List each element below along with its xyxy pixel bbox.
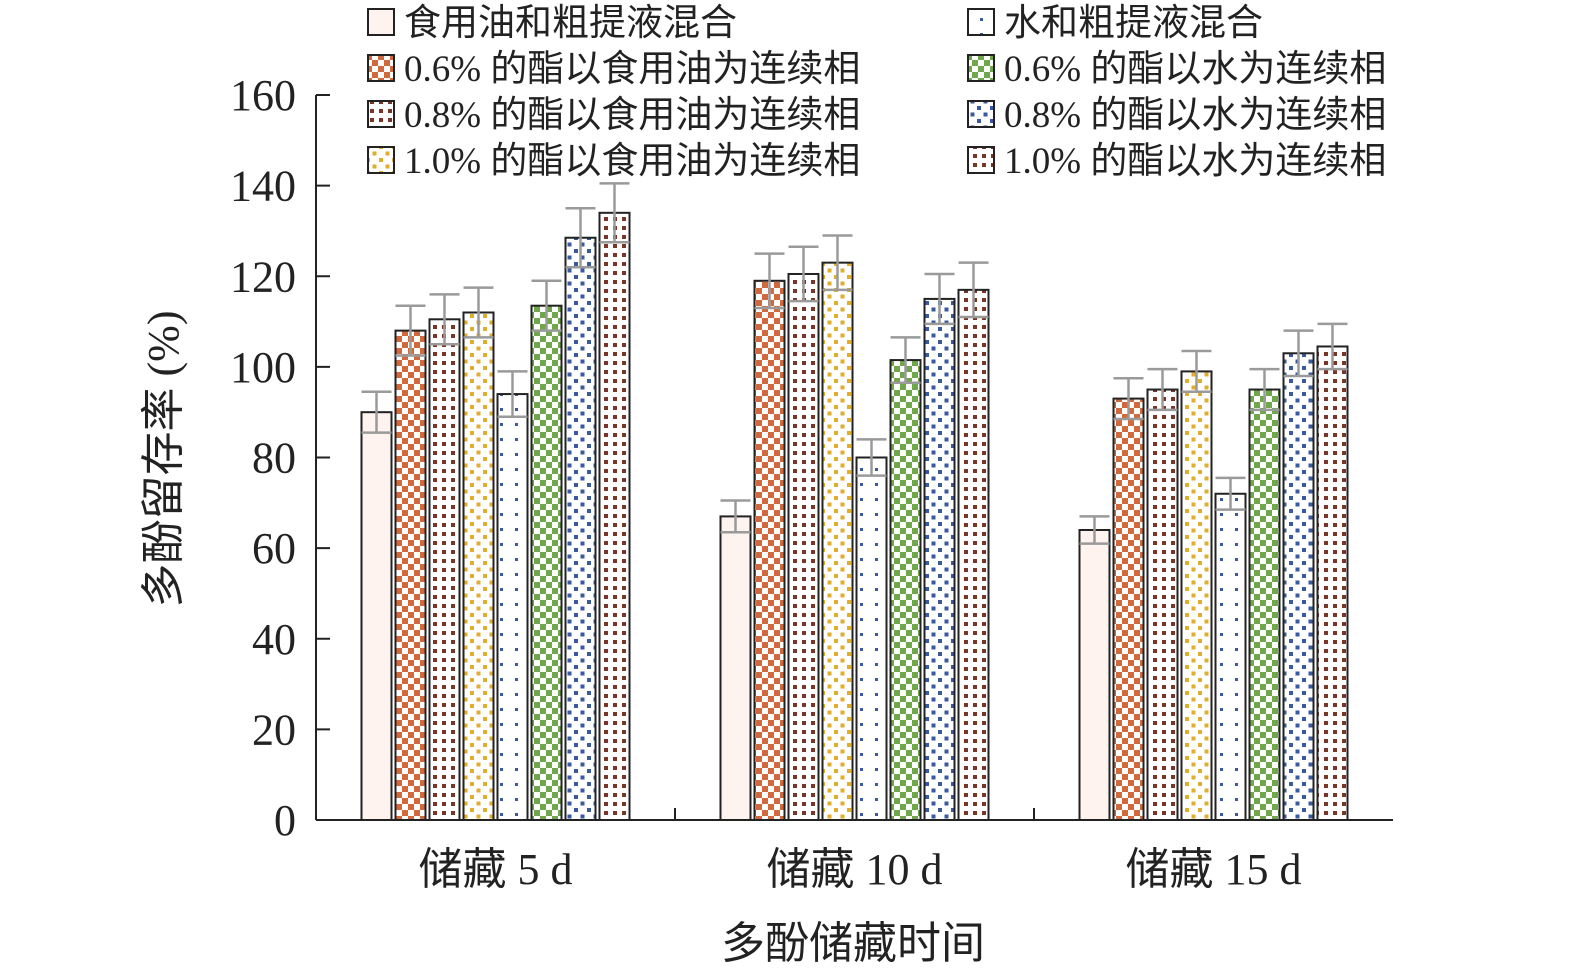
error-bar xyxy=(822,234,853,292)
bar xyxy=(957,288,990,821)
bar xyxy=(1248,388,1281,821)
error-bar xyxy=(565,207,596,269)
legend-swatch xyxy=(967,146,995,174)
legend-label: 0.6% 的酯以水为连续相 xyxy=(1004,48,1386,90)
error-bar xyxy=(1249,367,1280,412)
y-tick-label: 100 xyxy=(230,343,296,392)
y-tick-label: 140 xyxy=(230,162,296,211)
bar xyxy=(787,272,820,821)
legend-swatch xyxy=(367,100,395,128)
error-bar xyxy=(1113,376,1144,421)
y-tick-label: 40 xyxy=(252,615,296,664)
bar xyxy=(821,261,854,821)
bar xyxy=(1078,529,1111,821)
error-bar xyxy=(1147,367,1178,412)
legend-item: 1.0% 的酯以食用油为连续相 xyxy=(367,140,860,182)
legend-item: 水和粗提液混合 xyxy=(967,2,1263,44)
bar xyxy=(496,393,529,821)
bar xyxy=(719,515,752,821)
bar xyxy=(1180,370,1213,821)
error-bar xyxy=(1215,476,1246,511)
legend-swatch xyxy=(967,54,995,82)
error-bar xyxy=(754,252,785,310)
x-tick-label: 储藏 15 d xyxy=(1126,845,1302,894)
bar xyxy=(360,411,393,821)
legend-item: 0.6% 的酯以食用油为连续相 xyxy=(367,48,860,90)
error-bar xyxy=(395,304,426,357)
bar xyxy=(598,211,631,821)
legend-label: 水和粗提液混合 xyxy=(1004,2,1263,44)
x-tick-label: 储藏 5 d xyxy=(419,845,573,894)
error-bar xyxy=(1283,329,1314,378)
x-tick-label: 储藏 10 d xyxy=(767,845,943,894)
legend-label: 0.6% 的酯以食用油为连续相 xyxy=(404,48,860,90)
bar xyxy=(753,279,786,821)
legend-label: 0.8% 的酯以水为连续相 xyxy=(1004,94,1386,136)
bar xyxy=(462,311,495,821)
y-tick-label: 120 xyxy=(230,252,296,301)
legend-item: 0.6% 的酯以水为连续相 xyxy=(967,48,1386,90)
bar xyxy=(1282,352,1315,821)
error-bar xyxy=(531,279,562,332)
y-tick-label: 20 xyxy=(252,705,296,754)
y-axis-label: 多酚留存率 (%) xyxy=(139,311,188,608)
error-bar xyxy=(924,272,955,326)
x-axis-label: 多酚储藏时间 xyxy=(721,919,985,968)
bar xyxy=(1112,397,1145,821)
y-tick-label: 60 xyxy=(252,524,296,573)
legend-swatch xyxy=(967,8,995,36)
legend-label: 0.8% 的酯以食用油为连续相 xyxy=(404,94,860,136)
legend-label: 1.0% 的酯以水为连续相 xyxy=(1004,140,1386,182)
y-tick-label: 0 xyxy=(274,796,296,845)
error-bar xyxy=(958,261,989,319)
error-bar xyxy=(1181,349,1212,394)
bar xyxy=(1214,492,1247,821)
bar xyxy=(530,304,563,821)
y-tick-label: 160 xyxy=(230,71,296,120)
legend-item: 0.8% 的酯以食用油为连续相 xyxy=(367,94,860,136)
bar xyxy=(564,236,597,821)
y-tick-label: 80 xyxy=(252,434,296,483)
error-bar xyxy=(497,370,528,418)
error-bar xyxy=(361,390,392,434)
error-bar xyxy=(856,438,887,477)
bar xyxy=(428,318,461,821)
legend-item: 0.8% 的酯以水为连续相 xyxy=(967,94,1386,136)
legend-swatch xyxy=(367,54,395,82)
bars xyxy=(360,211,1349,821)
error-bar xyxy=(788,245,819,303)
legend-item: 食用油和粗提液混合 xyxy=(367,2,737,44)
error-bar xyxy=(720,499,751,534)
error-bar xyxy=(599,182,630,244)
legend-swatch xyxy=(367,146,395,174)
error-bars xyxy=(361,182,1348,545)
bar xyxy=(855,456,888,821)
bar xyxy=(1316,345,1349,821)
legend: 食用油和粗提液混合 水和粗提液混合 0.6% 的酯以食用油为连续相 0.6% 的酯以水… xyxy=(367,2,1386,182)
axes: 0 20 40 60 80 100 120 140 160 储藏 5 d 储藏 10 d 储藏 15 … xyxy=(230,71,1393,894)
error-bar xyxy=(1317,322,1348,371)
bar xyxy=(1146,388,1179,821)
legend-item: 1.0% 的酯以水为连续相 xyxy=(967,140,1386,182)
legend-swatch xyxy=(367,8,395,36)
error-bar xyxy=(463,286,494,339)
bar xyxy=(889,359,922,821)
bar xyxy=(923,297,956,821)
error-bar xyxy=(890,336,921,384)
error-bar xyxy=(1079,515,1110,545)
error-bar xyxy=(429,293,460,346)
bar xyxy=(394,329,427,821)
legend-label: 1.0% 的酯以食用油为连续相 xyxy=(404,140,860,182)
legend-swatch xyxy=(967,100,995,128)
legend-label: 食用油和粗提液混合 xyxy=(404,2,737,44)
